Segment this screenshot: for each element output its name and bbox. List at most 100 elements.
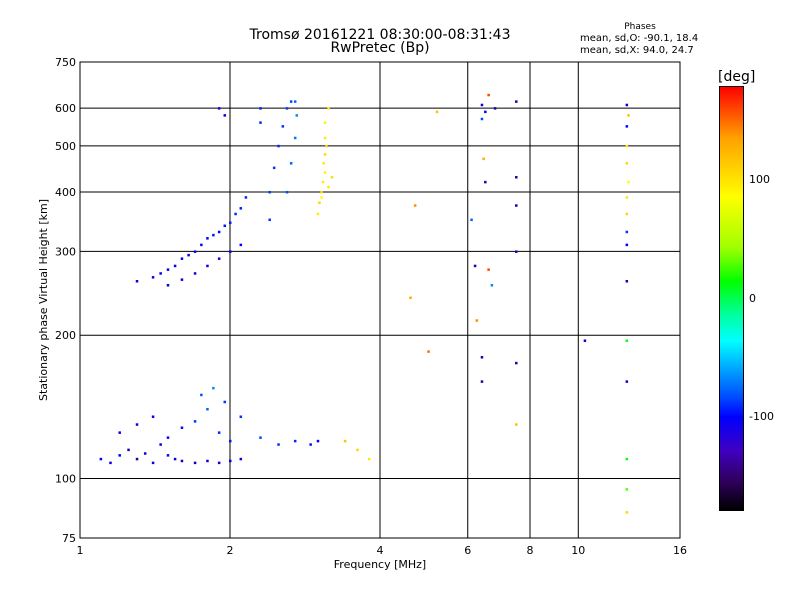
data-point [277,443,280,446]
colorbar-tick-label: 0 [749,291,756,305]
data-point [151,461,155,465]
data-point [515,204,518,207]
data-point [515,423,518,426]
chart-title: Tromsø 20161221 08:30:00-08:31:43 [249,27,511,43]
data-point [99,457,103,461]
data-point [166,268,170,271]
data-point [229,250,232,253]
x-tick-label: 6 [464,544,471,557]
data-point [200,393,203,397]
data-point [427,350,430,353]
data-point [321,180,325,184]
data-point [223,400,227,404]
data-point [320,190,323,194]
data-point [159,272,162,275]
data-point [239,415,243,418]
data-point [473,264,477,268]
data-point [159,443,162,446]
data-point [217,257,221,260]
stats-x-mode: mean, sd,X: 94.0, 24.7 [580,45,694,56]
data-point [323,153,327,156]
data-point [173,264,177,268]
y-tick-label: 500 [55,140,76,153]
x-tick-label: 16 [673,544,687,557]
data-point [627,180,630,184]
data-point [212,233,215,237]
data-point [318,201,321,205]
data-point [109,461,112,465]
data-point [212,386,215,390]
data-point [127,448,130,452]
data-point [173,457,177,461]
data-point [413,204,417,207]
data-point [625,457,629,461]
data-point [268,218,271,222]
colorbar-label: [deg] [718,69,756,85]
axis-ticks: 1 2 4 6 8 10 16 75 100 200 300 400 500 600 750 [55,56,687,557]
x-tick-label: 2 [227,544,234,557]
data-point [316,439,320,443]
data-point [515,361,518,365]
data-point [583,339,587,342]
data-point [289,162,293,165]
data-point [206,459,209,463]
data-point [234,212,237,216]
data-point [625,103,629,107]
data-point [217,107,221,110]
data-point [625,162,629,165]
data-point [356,448,359,452]
data-point [151,415,155,418]
data-point [151,276,155,279]
y-tick-label: 400 [55,186,76,199]
data-point [239,457,243,461]
data-point [277,144,280,148]
data-point [484,180,487,184]
y-tick-label: 100 [55,473,76,486]
data-point [515,100,518,103]
data-point [281,125,285,128]
data-point [135,423,139,426]
data-point [285,190,289,194]
stats-header: Phases [624,22,656,32]
data-point [484,110,487,114]
plot-frame [79,61,681,539]
data-point [239,243,243,247]
data-point [135,457,139,461]
x-tick-label: 4 [377,544,384,557]
data-point [487,268,490,271]
data-point [166,436,170,439]
data-point [323,136,327,140]
data-point [135,280,139,283]
x-tick-label: 1 [77,544,84,557]
data-point [625,488,629,491]
data-point [118,431,121,434]
data-point [293,136,297,140]
data-point [166,284,170,287]
data-point [200,243,203,247]
data-point [295,114,299,117]
data-point [409,296,412,300]
data-point [480,356,484,359]
y-axis-label: Stationary phase Virtual Height [km] [37,199,50,401]
data-point [229,439,232,443]
data-point [309,443,312,446]
data-point [316,212,320,216]
y-tick-label: 750 [55,56,76,69]
data-point [217,461,221,465]
chart-subtitle: RwPretec (Bp) [330,40,430,56]
data-point [217,431,221,434]
data-point [193,272,197,275]
y-tick-label: 200 [55,329,76,342]
data-point [625,230,629,234]
colorbar-tick-label: -100 [749,409,774,423]
data-point [625,511,629,514]
data-point [323,171,327,174]
data-point [293,100,297,103]
phase-colorbar [719,86,744,511]
data-point [625,125,629,128]
data-point [143,452,147,455]
data-point [480,103,484,107]
data-point [166,454,170,457]
data-point [490,284,494,287]
